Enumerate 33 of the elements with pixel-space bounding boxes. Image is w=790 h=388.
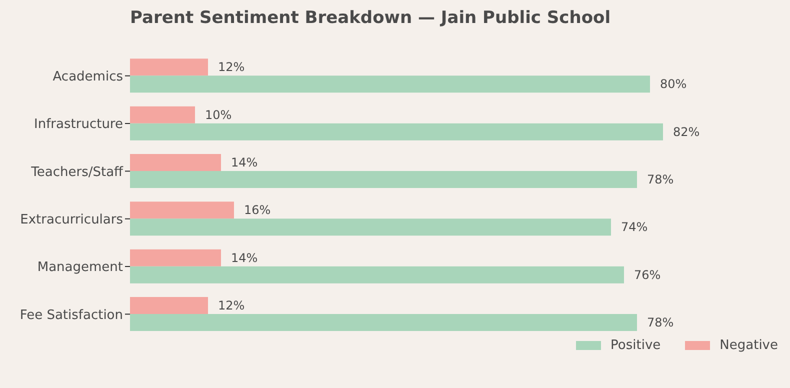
- bar: [130, 106, 195, 124]
- data-label: 12%: [218, 298, 245, 313]
- y-tick-label: Management: [37, 260, 123, 276]
- data-label: 80%: [660, 77, 687, 92]
- bar: [130, 76, 650, 93]
- bar: [130, 171, 637, 188]
- y-tick-label: Fee Satisfaction: [20, 308, 123, 323]
- data-label: 74%: [621, 220, 648, 234]
- bar: [130, 123, 663, 140]
- y-tick-label: Academics: [52, 69, 124, 84]
- bar: [130, 314, 637, 332]
- legend-label: Negative: [718, 338, 778, 353]
- data-label: 14%: [231, 156, 258, 170]
- chart-title: Parent Sentiment Breakdown — Jain Public School: [130, 8, 611, 28]
- data-label: 78%: [647, 172, 674, 187]
- data-label: 82%: [673, 124, 700, 139]
- data-label: 78%: [647, 316, 674, 330]
- y-tick-label: Extracurriculars: [20, 212, 124, 228]
- bar: [130, 202, 234, 219]
- bar: [130, 249, 221, 266]
- legend-label: Positive: [610, 338, 661, 353]
- data-label: 14%: [231, 250, 258, 265]
- data-label: 10%: [205, 108, 232, 122]
- bar: [130, 297, 208, 314]
- bar: [130, 218, 611, 236]
- data-label: 16%: [244, 203, 271, 218]
- data-label: 12%: [218, 60, 245, 74]
- data-label: 76%: [634, 268, 661, 282]
- y-tick-label: Infrastructure: [34, 117, 123, 132]
- bar: [130, 58, 208, 76]
- y-tick-label: Teachers/Staff: [30, 164, 124, 180]
- bar: [130, 266, 624, 284]
- bar: [130, 154, 221, 172]
